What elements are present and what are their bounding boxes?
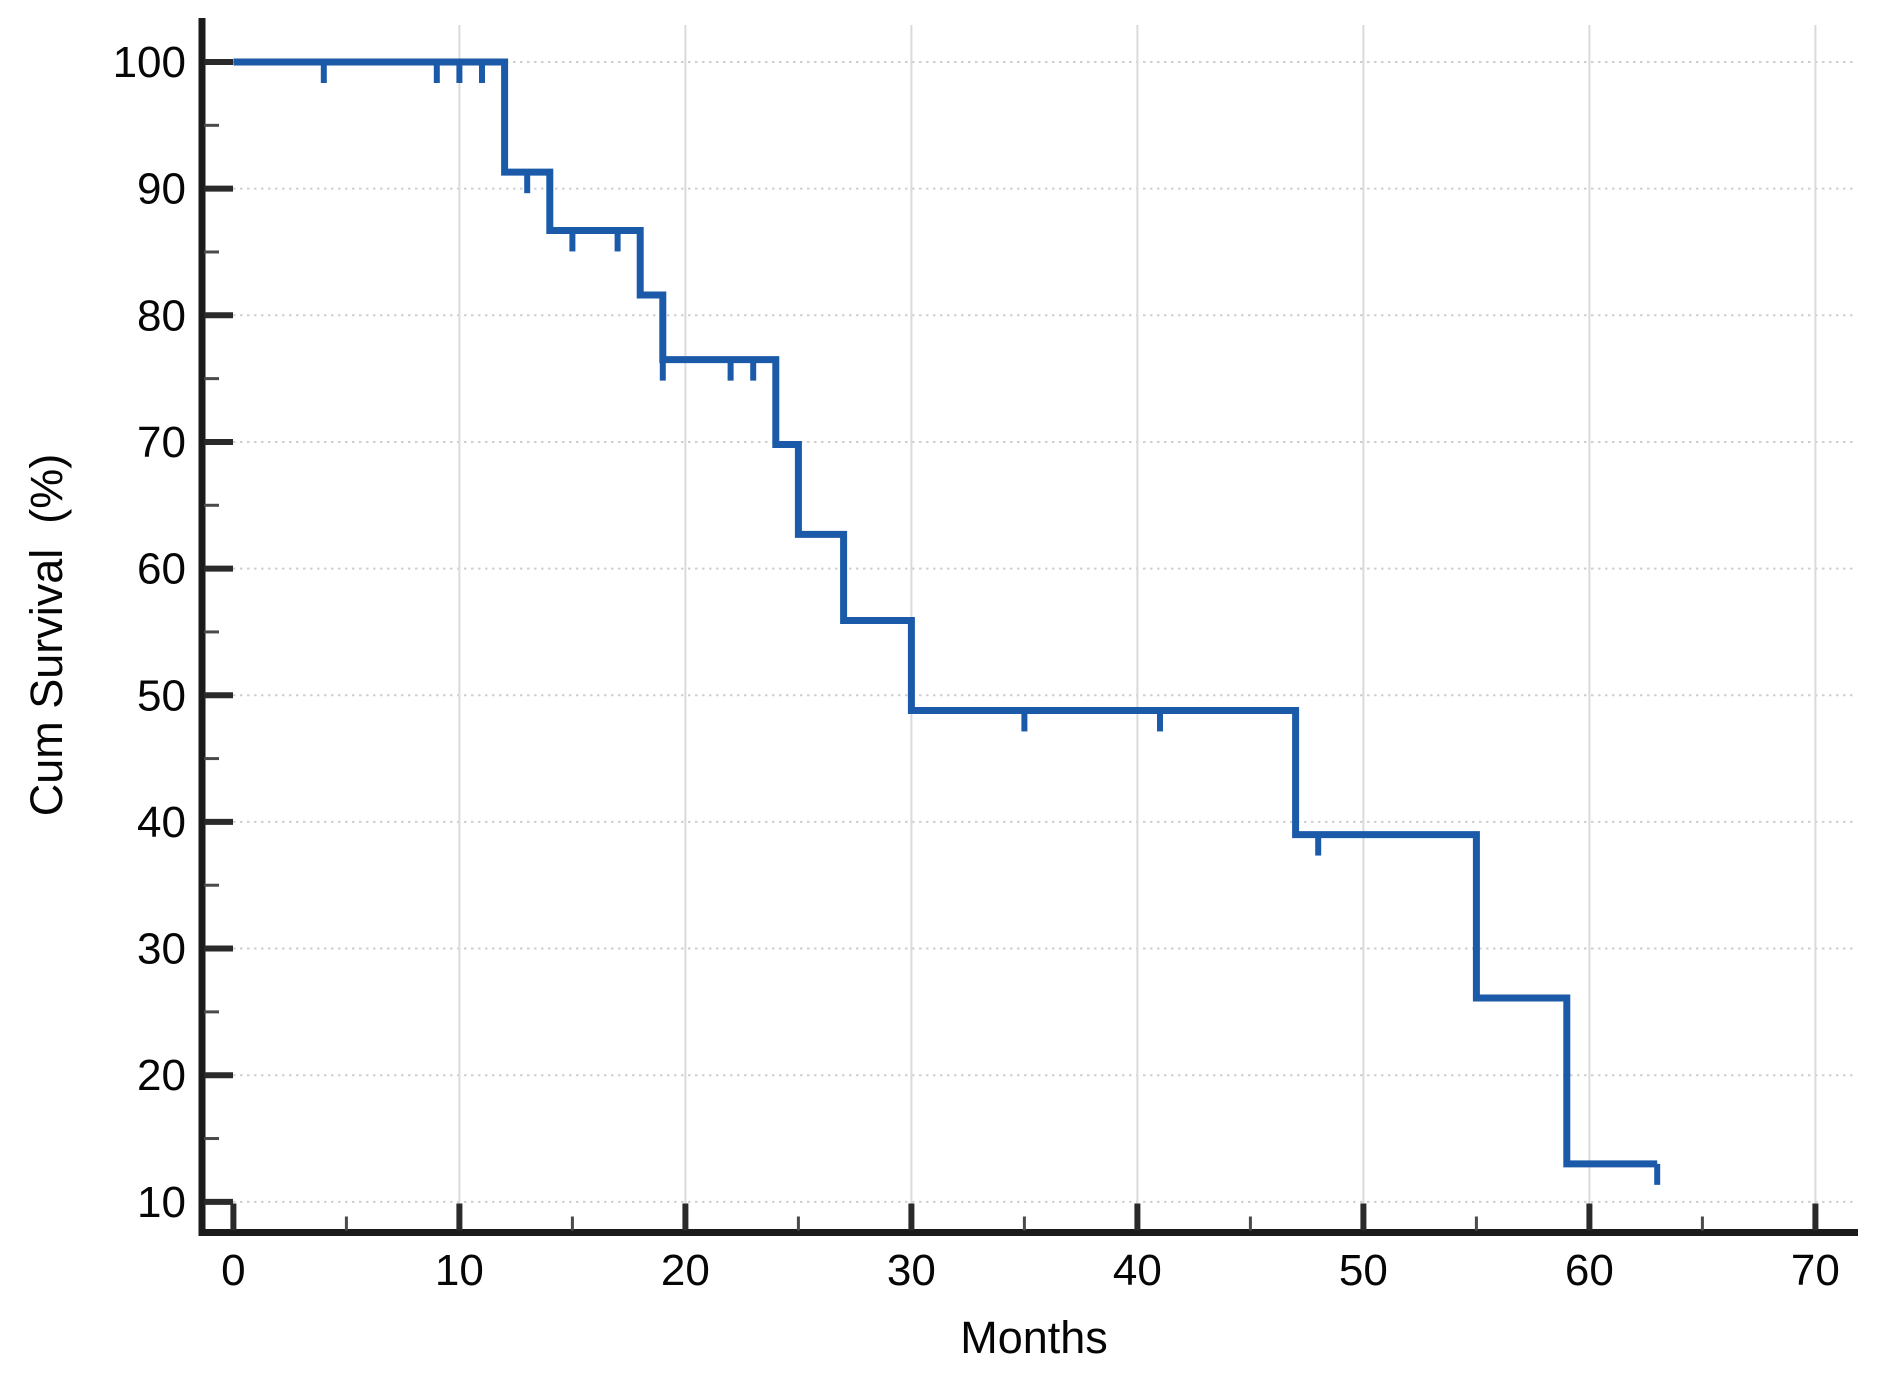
x-tick-label: 10 xyxy=(435,1246,484,1295)
y-tick-label: 100 xyxy=(113,38,186,87)
y-tick-label: 80 xyxy=(137,291,186,340)
x-tick-label: 70 xyxy=(1791,1246,1840,1295)
x-tick-label: 40 xyxy=(1113,1246,1162,1295)
x-tick-label: 20 xyxy=(661,1246,710,1295)
y-tick-label: 30 xyxy=(137,925,186,974)
x-axis-title: Months xyxy=(960,1312,1108,1363)
y-axis-title: Cum Survival (%) xyxy=(21,453,72,817)
y-tick-label: 10 xyxy=(137,1178,186,1227)
y-tick-label: 20 xyxy=(137,1051,186,1100)
survival-curve xyxy=(233,58,1658,1168)
x-tick-label: 60 xyxy=(1565,1246,1614,1295)
y-tick-label: 50 xyxy=(137,671,186,720)
x-tick-label: 0 xyxy=(221,1246,245,1295)
y-tick-label: 70 xyxy=(137,418,186,467)
y-tick-label: 60 xyxy=(137,545,186,594)
y-tick-label: 40 xyxy=(137,798,186,847)
x-tick-label: 50 xyxy=(1339,1246,1388,1295)
y-tick-label: 90 xyxy=(137,165,186,214)
x-tick-label: 30 xyxy=(887,1246,936,1295)
